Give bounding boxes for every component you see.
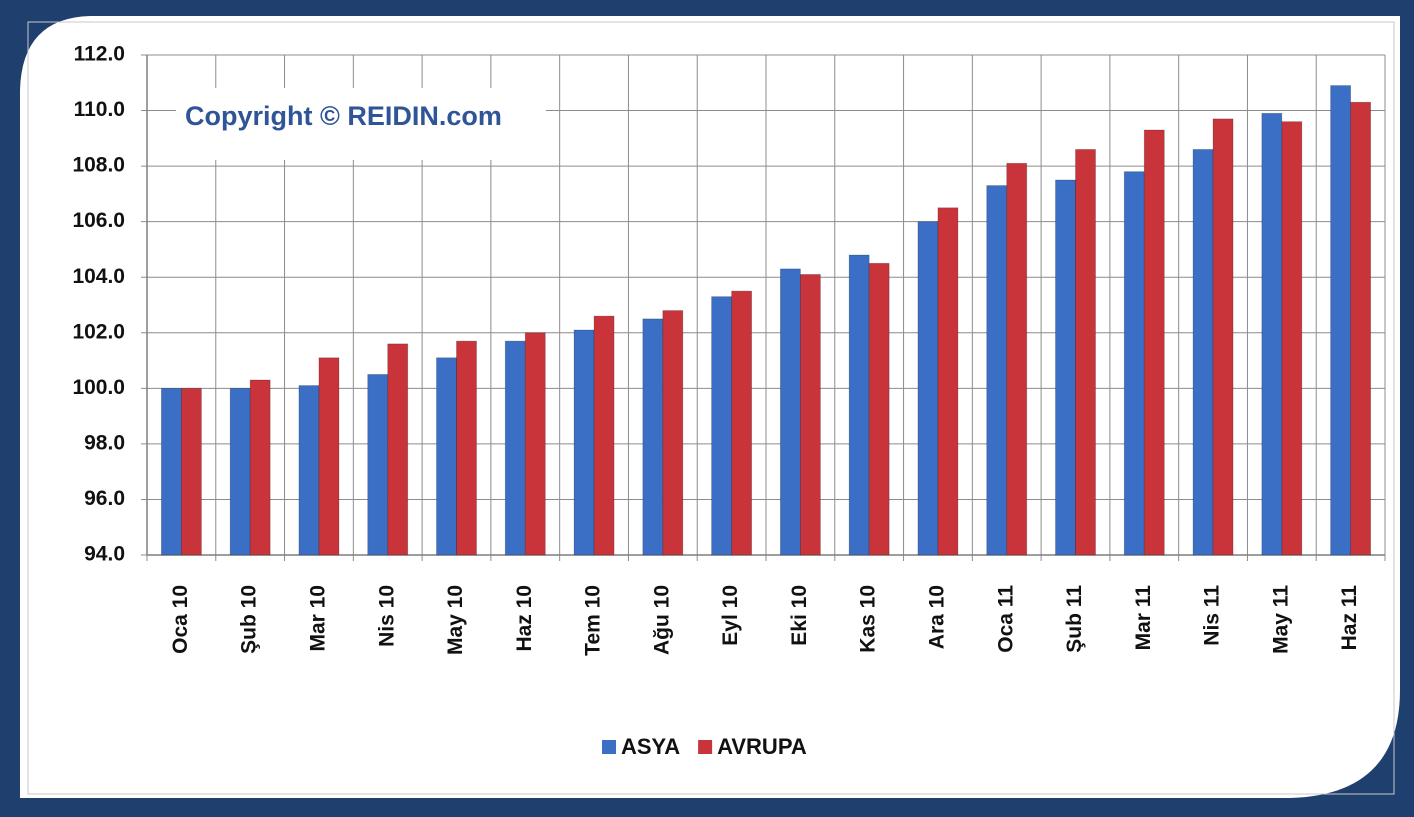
x-tick-label: Oca 11: [994, 585, 1017, 653]
x-tick-label: Nis 11: [1201, 585, 1224, 646]
bar: [593, 315, 615, 556]
x-tick-label: Mar 11: [1132, 585, 1155, 651]
annotation-bg: [176, 88, 546, 160]
bar: [1261, 112, 1283, 556]
legend-swatch: [698, 740, 713, 754]
x-tick-label: Eki 10: [788, 585, 811, 646]
bar: [1006, 162, 1028, 556]
x-tick-label: Haz 10: [513, 585, 536, 652]
x-tick-label: Ağu 10: [650, 585, 673, 655]
y-tick-label: 106.0: [72, 209, 125, 232]
bar: [1192, 149, 1214, 556]
x-tick-label: Şub 11: [1063, 585, 1086, 653]
panel-border: [27, 21, 1395, 795]
bar: [1123, 171, 1145, 556]
y-tick-label: 98.0: [84, 431, 125, 454]
bar: [917, 221, 939, 556]
bar: [387, 343, 409, 556]
x-tick-label: Eyl 10: [719, 585, 742, 646]
y-tick-label: 104.0: [72, 265, 125, 288]
x-tick-label: May 11: [1269, 585, 1292, 654]
annotation: Copyright © REIDIN.com: [185, 101, 502, 131]
y-tick-label: 100.0: [72, 376, 125, 399]
panel: [20, 16, 1400, 798]
legend-label: AVRUPA: [717, 734, 807, 759]
bar: [986, 185, 1008, 556]
bar: [1212, 118, 1234, 556]
y-tick-label: 94.0: [84, 543, 125, 566]
bar: [160, 387, 182, 556]
bar: [662, 310, 684, 556]
legend-label: ASYA: [621, 734, 680, 759]
bar: [1055, 179, 1076, 556]
bar: [456, 340, 477, 556]
x-tick-label: Oca 10: [169, 585, 192, 654]
bar: [848, 254, 870, 556]
x-tick-label: Mar 10: [306, 585, 329, 652]
x-tick-label: Nis 10: [375, 585, 398, 647]
bar: [937, 207, 959, 556]
bar: [1330, 85, 1352, 556]
x-tick-label: Kas 10: [857, 585, 880, 653]
bar: [868, 262, 890, 556]
y-tick-label: 96.0: [84, 487, 125, 510]
x-tick-label: Ara 10: [925, 585, 948, 649]
bar: [799, 274, 821, 556]
bar: [1075, 149, 1096, 556]
bar: [711, 296, 733, 556]
legend-swatch: [602, 740, 616, 754]
bar: [524, 332, 546, 556]
bar: [1350, 101, 1372, 556]
bar: [436, 357, 457, 556]
y-tick-label: 108.0: [72, 154, 125, 177]
x-tick-label: May 10: [444, 585, 467, 655]
bar: [249, 379, 271, 556]
bar: [1143, 129, 1165, 556]
y-tick-label: 112.0: [74, 43, 125, 66]
bar: [573, 329, 595, 556]
x-tick-label: Şub 10: [238, 585, 261, 654]
bar: [298, 385, 320, 556]
bar: [367, 374, 389, 556]
x-tick-label: Tem 10: [582, 585, 605, 656]
y-tick-label: 102.0: [72, 320, 125, 343]
x-tick-label: Haz 11: [1338, 585, 1361, 651]
bar: [180, 387, 202, 556]
bar: [1281, 121, 1303, 556]
y-tick-label: 110.0: [74, 98, 125, 121]
bar: [642, 318, 664, 556]
bar: [318, 357, 340, 556]
bar: [504, 340, 526, 556]
bar: [779, 268, 801, 556]
bar: [229, 387, 251, 556]
bar: [731, 290, 753, 556]
